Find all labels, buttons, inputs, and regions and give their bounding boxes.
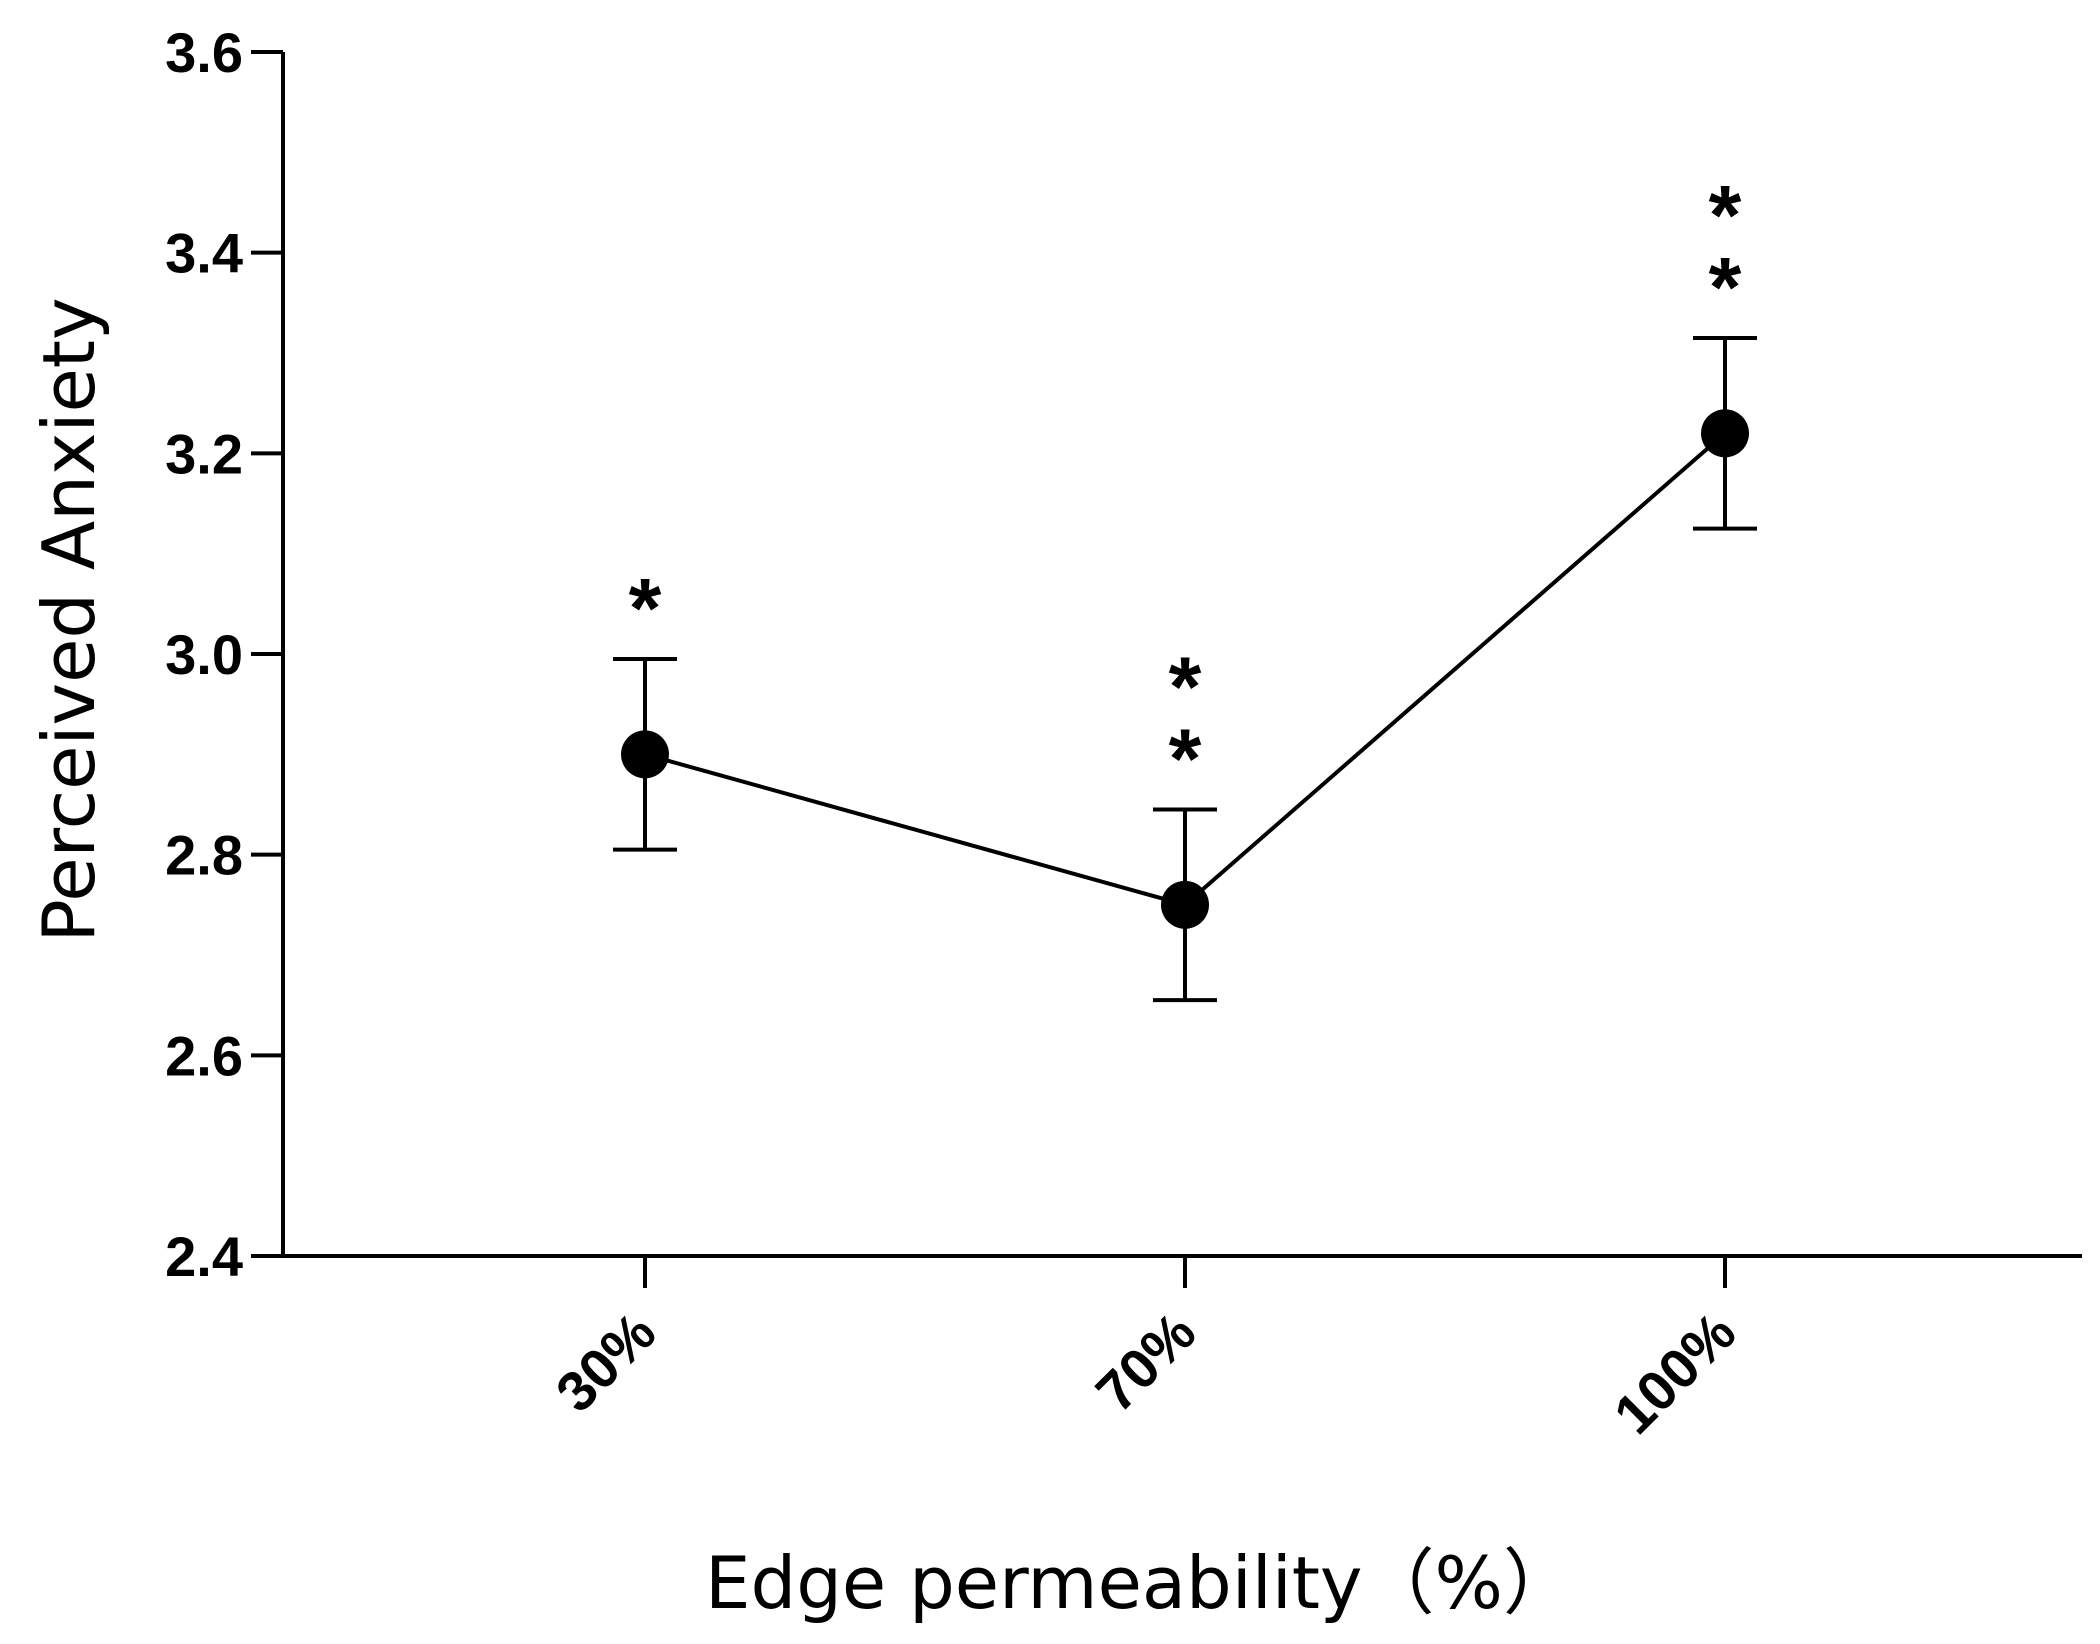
significance-label: * [1709, 168, 1742, 262]
data-point [621, 730, 669, 779]
y-ticks: 2.4 2.6 2.8 3.0 3.2 3.4 3.6 [165, 21, 283, 1288]
y-axis-title: Perceived Anxiety [27, 297, 111, 942]
data-point [1701, 409, 1749, 458]
y-tick-label: 2.6 [165, 1024, 243, 1087]
series: ***** [613, 168, 1757, 1003]
x-tick-label: 30% [544, 1300, 668, 1424]
x-axis-title: Edge permeability（%） [705, 1541, 1575, 1625]
y-tick-label: 2.4 [165, 1225, 243, 1288]
significance-label: * [1709, 240, 1742, 334]
significance-label: * [1169, 712, 1202, 806]
y-tick-label: 2.8 [165, 824, 243, 887]
x-tick-label: 100% [1602, 1300, 1748, 1446]
y-tick-label: 3.4 [165, 222, 243, 285]
y-tick-label: 3.6 [165, 21, 243, 84]
x-tick-label: 70% [1084, 1300, 1208, 1424]
data-point [1161, 880, 1209, 929]
significance-label: * [629, 561, 662, 655]
y-tick-label: 3.2 [165, 422, 243, 485]
y-tick-label: 3.0 [165, 623, 243, 686]
significance-label: * [1169, 640, 1202, 734]
x-ticks: 30% 70% 100% [544, 1256, 1748, 1446]
